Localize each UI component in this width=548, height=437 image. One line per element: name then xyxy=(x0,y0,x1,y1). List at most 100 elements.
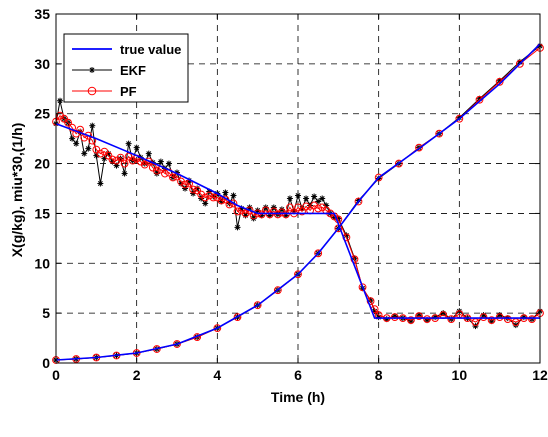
pf-point xyxy=(245,206,254,215)
ekf-point xyxy=(286,195,293,202)
pf-point xyxy=(152,166,161,175)
pf-point xyxy=(273,286,282,295)
ekf-point xyxy=(270,204,277,211)
series-true xyxy=(55,43,541,361)
pf-point xyxy=(277,208,286,217)
legend-entry-pf: PF xyxy=(72,84,137,99)
y-tick-label: 35 xyxy=(34,6,50,22)
pf-point xyxy=(302,202,310,211)
pf-point xyxy=(253,301,262,310)
pf-point xyxy=(72,129,81,138)
ekf-point xyxy=(57,97,64,104)
series-line-true xyxy=(55,43,541,361)
plot-series xyxy=(52,42,544,364)
pf-point xyxy=(314,204,323,213)
ekf-point xyxy=(133,144,140,151)
pf-point xyxy=(390,313,399,322)
pf-point xyxy=(209,193,218,202)
pf-point xyxy=(233,313,242,322)
pf-point xyxy=(189,185,198,194)
pf-point xyxy=(124,152,133,161)
pf-point xyxy=(294,203,302,212)
pf-point xyxy=(201,193,210,202)
pf-point xyxy=(503,315,512,324)
ekf-point xyxy=(125,140,132,147)
pf-point xyxy=(116,153,125,162)
pf-point xyxy=(366,297,375,306)
pf-point xyxy=(495,313,504,322)
ekf-point xyxy=(69,135,76,142)
pf-point xyxy=(64,118,72,127)
ekf-point xyxy=(89,122,96,129)
pf-point xyxy=(495,77,504,86)
pf-point xyxy=(423,315,431,324)
legend-entry-ekf: EKF xyxy=(72,63,146,78)
y-tick-label: 10 xyxy=(34,255,50,271)
ekf-point xyxy=(165,160,172,167)
x-tick-label: 10 xyxy=(452,367,468,383)
ekf-point xyxy=(85,145,92,152)
pf-point xyxy=(314,249,323,258)
ekf-point xyxy=(145,150,152,157)
pf-point xyxy=(350,255,359,264)
ekf-point xyxy=(97,180,104,187)
ekf-point xyxy=(121,170,128,177)
series-line-true xyxy=(55,122,540,319)
y-tick-label: 30 xyxy=(34,56,50,72)
x-axis-label: Time (h) xyxy=(271,389,325,405)
pf-point xyxy=(298,207,306,216)
pf-point xyxy=(100,147,109,156)
pf-point xyxy=(169,173,177,182)
x-tick-label: 6 xyxy=(294,367,302,383)
pf-point xyxy=(60,114,68,123)
ekf-point xyxy=(472,323,479,330)
pf-point xyxy=(415,143,423,152)
legend-label: true value xyxy=(120,42,181,57)
pf-point xyxy=(475,95,484,104)
y-axis-label: X(g/kg), miu*30,(1/h) xyxy=(9,123,25,258)
pf-point xyxy=(217,196,226,205)
y-tick-label: 20 xyxy=(34,156,50,172)
y-tick-label: 25 xyxy=(34,106,50,122)
pf-point xyxy=(479,313,488,322)
pf-point xyxy=(273,210,282,219)
pf-point xyxy=(286,203,294,212)
pf-point xyxy=(108,155,117,164)
ekf-point xyxy=(73,140,80,147)
ekf-point xyxy=(303,195,310,202)
legend: true value EKF PF xyxy=(63,33,189,103)
pf-point xyxy=(161,169,169,178)
pf-point xyxy=(415,312,423,321)
ekf-point xyxy=(222,189,229,196)
y-tick-label: 0 xyxy=(42,355,50,371)
pf-point xyxy=(104,151,113,160)
legend-label: EKF xyxy=(120,63,146,78)
y-tick-label: 15 xyxy=(34,205,50,221)
pf-point xyxy=(92,145,101,154)
legend-marker xyxy=(87,86,97,96)
pf-point xyxy=(294,270,302,279)
pf-point xyxy=(128,156,137,165)
ekf-point xyxy=(202,200,209,207)
x-tick-label: 2 xyxy=(133,367,141,383)
ekf-point xyxy=(81,150,88,157)
pf-point xyxy=(193,186,202,195)
pf-point xyxy=(233,207,242,216)
pf-point xyxy=(120,159,129,168)
ekf-point xyxy=(311,193,318,200)
pf-point xyxy=(394,159,403,168)
pf-point xyxy=(257,210,266,219)
ekf-point xyxy=(182,185,189,192)
x-tick-label: 4 xyxy=(213,367,221,383)
pf-point xyxy=(358,283,367,292)
pf-point xyxy=(515,59,524,68)
ekf-point xyxy=(319,195,326,202)
legend-marker xyxy=(89,67,95,73)
pf-point xyxy=(229,199,238,208)
ekf-point xyxy=(230,192,237,199)
pf-point xyxy=(528,315,536,324)
legend-label: PF xyxy=(120,84,137,99)
pf-point xyxy=(144,157,153,166)
pf-point xyxy=(447,315,456,324)
pf-point xyxy=(455,114,464,123)
